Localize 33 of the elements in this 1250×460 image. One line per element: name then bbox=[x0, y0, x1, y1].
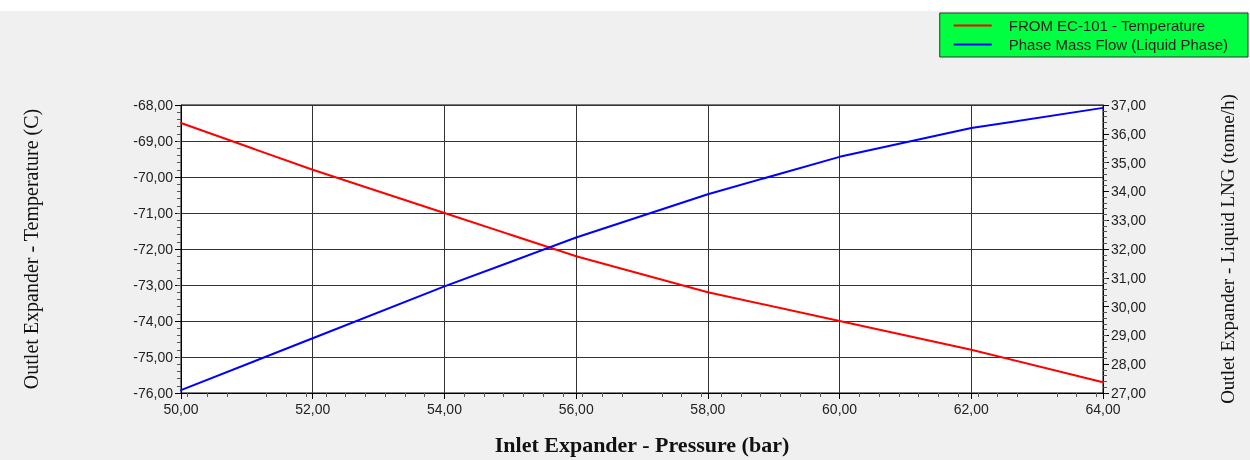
legend-label: FROM EC-101 - Temperature bbox=[1008, 17, 1206, 34]
y2-tick-label: 31,00 bbox=[1111, 269, 1147, 286]
y2-axis-title: Outlet Expander - Liquid LNG (tonne/h) bbox=[1217, 94, 1239, 404]
y2-tick-label: 36,00 bbox=[1111, 125, 1147, 142]
x-tick-label: 54,00 bbox=[426, 401, 463, 417]
x-tick-label: 60,00 bbox=[822, 401, 858, 417]
legend-label: Phase Mass Flow (Liquid Phase) bbox=[1008, 36, 1228, 53]
y2-tick-label: 33,00 bbox=[1111, 212, 1147, 229]
x-axis-title: Inlet Expander - Pressure (bar) bbox=[494, 431, 790, 457]
y2-tick-label: 34,00 bbox=[1111, 183, 1147, 200]
x-tick-label: 62,00 bbox=[953, 401, 990, 417]
x-tick-label: 50,00 bbox=[163, 401, 199, 417]
y-tick-label: -76,00 bbox=[133, 385, 174, 401]
x-tick-label: 56,00 bbox=[558, 401, 594, 417]
y2-tick-label: 30,00 bbox=[1111, 298, 1147, 315]
y2-tick-label: 29,00 bbox=[1111, 327, 1147, 344]
x-tick-label: 58,00 bbox=[690, 401, 726, 417]
y-tick-label: -69,00 bbox=[133, 133, 174, 149]
y-tick-label: -73,00 bbox=[133, 277, 174, 293]
y2-tick-label: 37,00 bbox=[1111, 97, 1147, 113]
y2-tick-label: 32,00 bbox=[1111, 241, 1147, 257]
x-tick-label: 52,00 bbox=[295, 401, 331, 417]
y2-tick-label: 27,00 bbox=[1111, 385, 1147, 401]
y-tick-label: -68,00 bbox=[133, 97, 174, 113]
y-tick-label: -72,00 bbox=[133, 241, 174, 257]
y-tick-label: -74,00 bbox=[133, 313, 174, 329]
x-tick-label: 64,00 bbox=[1085, 401, 1121, 417]
y2-tick-label: 35,00 bbox=[1111, 154, 1147, 171]
y2-tick-label: 28,00 bbox=[1111, 356, 1147, 373]
y-tick-label: -70,00 bbox=[133, 169, 174, 185]
y-axis-title: Outlet Expander - Temperature (C) bbox=[20, 108, 43, 390]
y-tick-label: -75,00 bbox=[133, 349, 174, 365]
y-tick-label: -71,00 bbox=[133, 205, 174, 221]
